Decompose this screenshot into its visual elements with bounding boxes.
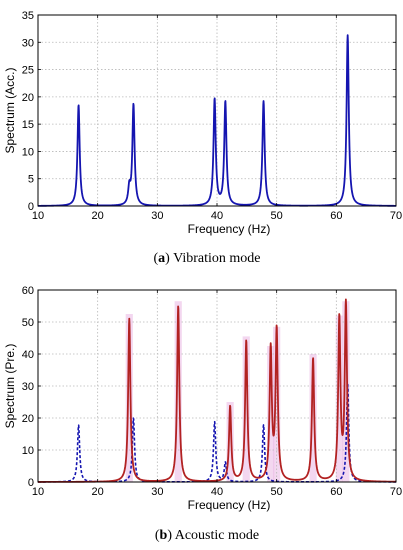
y-tick-label: 30: [22, 381, 34, 393]
peak-highlight: [267, 346, 275, 482]
x-tick-label: 20: [92, 486, 104, 498]
peak-highlight: [242, 336, 250, 482]
x-tick-label: 70: [390, 486, 402, 498]
x-tick-label: 20: [92, 210, 104, 222]
y-tick-label: 10: [22, 445, 34, 457]
y-tick-label: 0: [28, 201, 34, 213]
peak-highlight: [342, 301, 350, 482]
x-axis-label: Frequency (Hz): [188, 222, 271, 236]
y-tick-label: 0: [28, 477, 34, 489]
y-tick-label: 35: [22, 10, 34, 22]
peak-highlight: [309, 354, 317, 482]
y-tick-label: 10: [22, 146, 34, 158]
y-tick-label: 20: [22, 92, 34, 104]
caption-text: Acoustic mode: [175, 528, 259, 543]
y-tick-label: 60: [22, 285, 34, 297]
peak-highlight: [174, 301, 182, 482]
y-tick-label: 5: [28, 174, 34, 186]
x-axis-label: Frequency (Hz): [188, 498, 271, 512]
caption-letter: b: [160, 528, 168, 543]
panel-caption: (a) Vibration mode: [153, 251, 260, 266]
peak-highlight: [125, 314, 133, 482]
x-tick-label: 50: [271, 210, 283, 222]
y-tick-label: 25: [22, 65, 34, 77]
y-tick-label: 40: [22, 349, 34, 361]
peak-highlight: [335, 315, 343, 482]
x-tick-label: 60: [330, 210, 342, 222]
x-tick-label: 10: [32, 486, 44, 498]
caption-letter: a: [158, 251, 165, 266]
y-axis-label: Spectrum (Acc.): [3, 67, 17, 153]
y-tick-label: 50: [22, 317, 34, 329]
peak-highlight: [226, 402, 234, 482]
x-tick-label: 60: [330, 486, 342, 498]
x-tick-label: 70: [390, 210, 402, 222]
chart-panel-a: 10 20 30 40 50 60 70 0 5 10 15 20 25 30 35 Frequency (H…: [3, 10, 402, 266]
peak-highlight: [273, 326, 281, 482]
panel-caption: (b) Acoustic mode: [155, 528, 259, 543]
x-tick-label: 10: [32, 210, 44, 222]
y-tick-label: 15: [22, 119, 34, 131]
x-tick-label: 40: [211, 486, 223, 498]
x-tick-label: 30: [151, 210, 163, 222]
caption-text: Vibration mode: [173, 251, 260, 266]
y-tick-label: 30: [22, 37, 34, 49]
y-tick-label: 20: [22, 413, 34, 425]
y-axis-label: Spectrum (Pre.): [3, 344, 17, 429]
x-tick-label: 40: [211, 210, 223, 222]
x-tick-label: 50: [271, 486, 283, 498]
x-tick-label: 30: [151, 486, 163, 498]
